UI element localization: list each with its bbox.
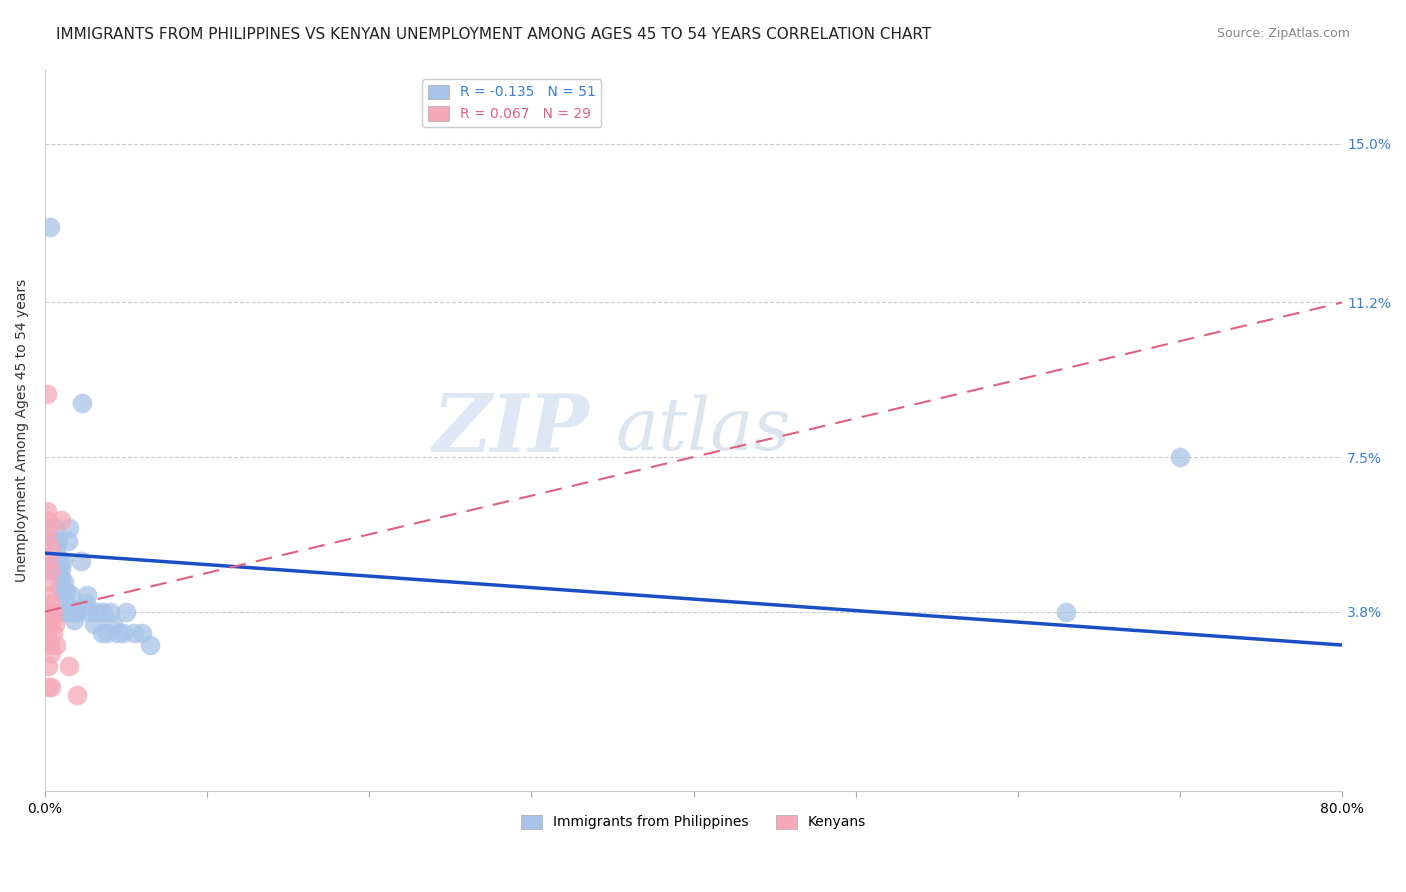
Point	[90, 625, 112, 640]
Point	[48, 580, 70, 594]
Point	[37, 659, 59, 673]
Point	[37, 533, 59, 548]
Point	[139, 638, 162, 652]
Point	[35, 513, 58, 527]
Point	[62, 605, 84, 619]
Point	[59, 588, 82, 602]
Point	[131, 625, 153, 640]
Point	[45, 638, 67, 652]
Point	[45, 554, 67, 568]
Point	[93, 605, 115, 619]
Point	[66, 688, 89, 702]
Point	[42, 546, 65, 560]
Point	[53, 575, 76, 590]
Point	[38, 605, 60, 619]
Point	[38, 220, 60, 235]
Text: IMMIGRANTS FROM PHILIPPINES VS KENYAN UNEMPLOYMENT AMONG AGES 45 TO 54 YEARS COR: IMMIGRANTS FROM PHILIPPINES VS KENYAN UN…	[56, 27, 932, 42]
Point	[51, 513, 73, 527]
Point	[1168, 450, 1191, 464]
Point	[38, 563, 60, 577]
Point	[77, 605, 100, 619]
Point	[37, 605, 59, 619]
Point	[58, 521, 80, 535]
Text: Source: ZipAtlas.com: Source: ZipAtlas.com	[1216, 27, 1350, 40]
Point	[69, 554, 91, 568]
Point	[51, 563, 73, 577]
Point	[65, 605, 87, 619]
Point	[38, 638, 60, 652]
Point	[115, 605, 138, 619]
Legend: Immigrants from Philippines, Kenyans: Immigrants from Philippines, Kenyans	[515, 809, 872, 835]
Point	[66, 605, 89, 619]
Point	[45, 541, 67, 556]
Point	[75, 596, 97, 610]
Point	[52, 554, 75, 568]
Point	[52, 605, 75, 619]
Point	[37, 575, 59, 590]
Point	[35, 387, 58, 401]
Point	[37, 588, 59, 602]
Point	[42, 563, 65, 577]
Point	[44, 521, 66, 535]
Point	[58, 659, 80, 673]
Point	[42, 625, 65, 640]
Y-axis label: Unemployment Among Ages 45 to 54 years: Unemployment Among Ages 45 to 54 years	[15, 278, 30, 582]
Point	[51, 571, 73, 585]
Point	[55, 583, 77, 598]
Point	[44, 617, 66, 632]
Point	[58, 605, 80, 619]
Point	[38, 596, 60, 610]
Point	[86, 605, 108, 619]
Point	[41, 605, 63, 619]
Point	[37, 521, 59, 535]
Point	[72, 395, 94, 409]
Text: ZIP: ZIP	[433, 392, 589, 468]
Point	[53, 588, 76, 602]
Point	[41, 554, 63, 568]
Point	[38, 541, 60, 556]
Point	[1056, 605, 1078, 619]
Point	[76, 588, 98, 602]
Point	[66, 605, 89, 619]
Point	[46, 563, 69, 577]
Point	[107, 625, 129, 640]
Point	[56, 605, 79, 619]
Point	[37, 630, 59, 644]
Point	[38, 617, 60, 632]
Point	[35, 504, 58, 518]
Point	[98, 605, 121, 619]
Point	[37, 554, 59, 568]
Point	[41, 680, 63, 694]
Point	[46, 533, 69, 548]
Point	[83, 617, 105, 632]
Point	[111, 625, 134, 640]
Point	[55, 596, 77, 610]
Point	[37, 617, 59, 632]
Point	[63, 613, 86, 627]
Point	[101, 617, 124, 632]
Text: atlas: atlas	[616, 394, 792, 465]
Point	[44, 533, 66, 548]
Point	[122, 625, 145, 640]
Point	[96, 625, 118, 640]
Point	[41, 647, 63, 661]
Point	[63, 605, 86, 619]
Point	[42, 605, 65, 619]
Point	[48, 554, 70, 568]
Point	[37, 680, 59, 694]
Point	[56, 533, 79, 548]
